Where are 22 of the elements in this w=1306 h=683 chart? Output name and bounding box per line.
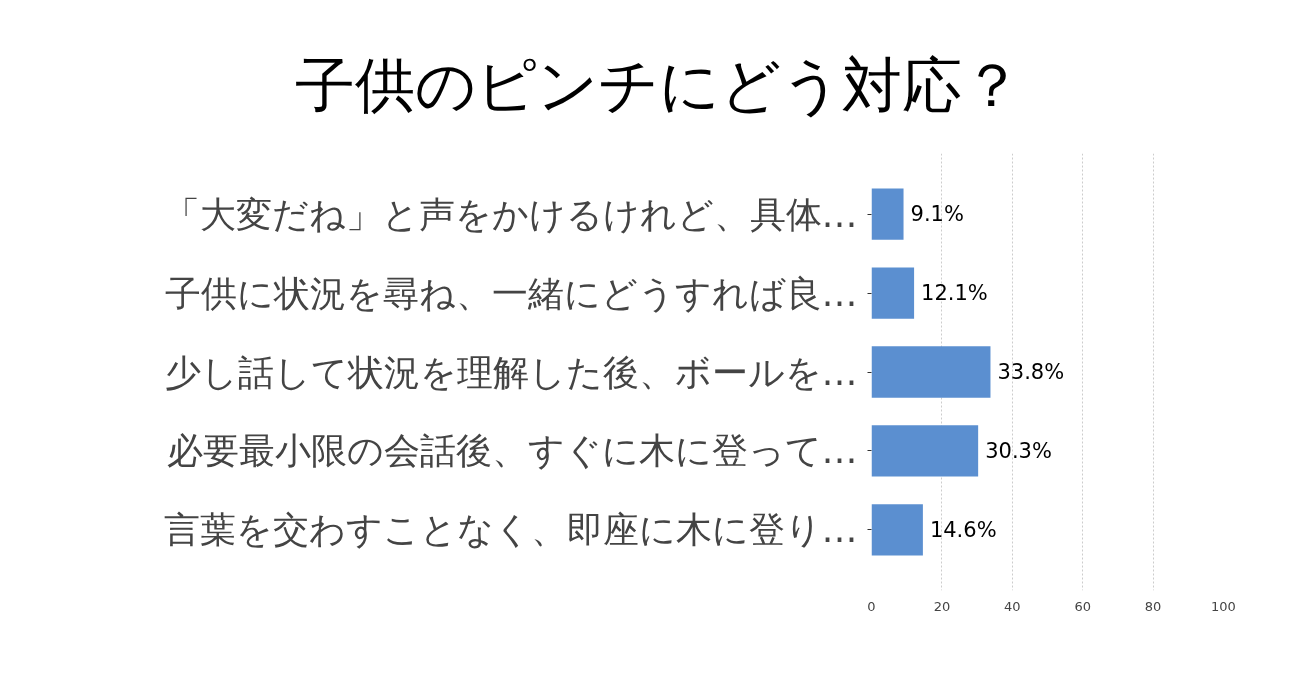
data-label: 14.6% [929, 517, 997, 542]
x-tick-label: 60 [1074, 598, 1091, 614]
y-tick-label: 言葉を交わすことなく、即座に木に登り… [163, 509, 858, 551]
bar [871, 267, 915, 319]
data-label: 12.1% [921, 281, 988, 306]
bar [871, 425, 979, 477]
y-tick-label: 少し話して状況を理解した後、ボールを… [164, 351, 858, 393]
y-tick-label: 必要最小限の会話後、すぐに木に登って… [166, 430, 858, 472]
x-tick-label: 40 [1004, 598, 1021, 614]
bar [871, 188, 904, 240]
x-tick-label: 100 [1211, 598, 1236, 614]
x-tick-label: 0 [867, 598, 876, 614]
data-label: 33.8% [997, 360, 1065, 384]
data-label: 9.1% [910, 202, 964, 227]
data-label: 30.3% [985, 438, 1052, 463]
y-tick-label: 子供に状況を尋ね、一緒にどうすれば良… [164, 272, 858, 314]
bar [871, 346, 991, 398]
y-tick-label: 「大変だね」と声をかけるけれど、具体… [163, 193, 858, 235]
x-tick-label: 20 [933, 598, 951, 614]
x-tick-label: 80 [1144, 598, 1162, 614]
bar [871, 504, 923, 556]
chart-title: 子供のピンチにどう対応？ [294, 49, 1022, 122]
